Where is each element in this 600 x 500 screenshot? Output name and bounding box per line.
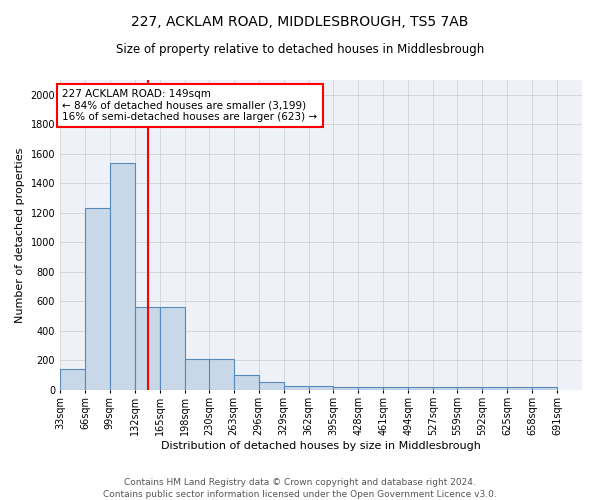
Bar <box>433 387 458 390</box>
Bar <box>532 387 557 390</box>
Bar <box>358 387 383 390</box>
Bar <box>507 387 532 390</box>
Bar <box>482 387 507 390</box>
Bar <box>408 387 433 390</box>
Text: 227 ACKLAM ROAD: 149sqm
← 84% of detached houses are smaller (3,199)
16% of semi: 227 ACKLAM ROAD: 149sqm ← 84% of detache… <box>62 89 317 122</box>
Bar <box>457 387 482 390</box>
Bar <box>85 208 110 390</box>
Bar <box>209 359 234 390</box>
Text: Size of property relative to detached houses in Middlesbrough: Size of property relative to detached ho… <box>116 42 484 56</box>
Y-axis label: Number of detached properties: Number of detached properties <box>15 148 25 322</box>
Bar <box>110 162 135 390</box>
Bar <box>60 370 85 390</box>
Bar <box>185 359 209 390</box>
Bar <box>259 382 284 390</box>
Bar <box>234 375 259 390</box>
X-axis label: Distribution of detached houses by size in Middlesbrough: Distribution of detached houses by size … <box>161 440 481 450</box>
Bar <box>383 387 408 390</box>
Text: Contains HM Land Registry data © Crown copyright and database right 2024.
Contai: Contains HM Land Registry data © Crown c… <box>103 478 497 499</box>
Bar <box>308 386 334 390</box>
Bar <box>135 308 160 390</box>
Bar <box>284 386 308 390</box>
Bar <box>334 387 358 390</box>
Bar <box>160 308 185 390</box>
Text: 227, ACKLAM ROAD, MIDDLESBROUGH, TS5 7AB: 227, ACKLAM ROAD, MIDDLESBROUGH, TS5 7AB <box>131 15 469 29</box>
